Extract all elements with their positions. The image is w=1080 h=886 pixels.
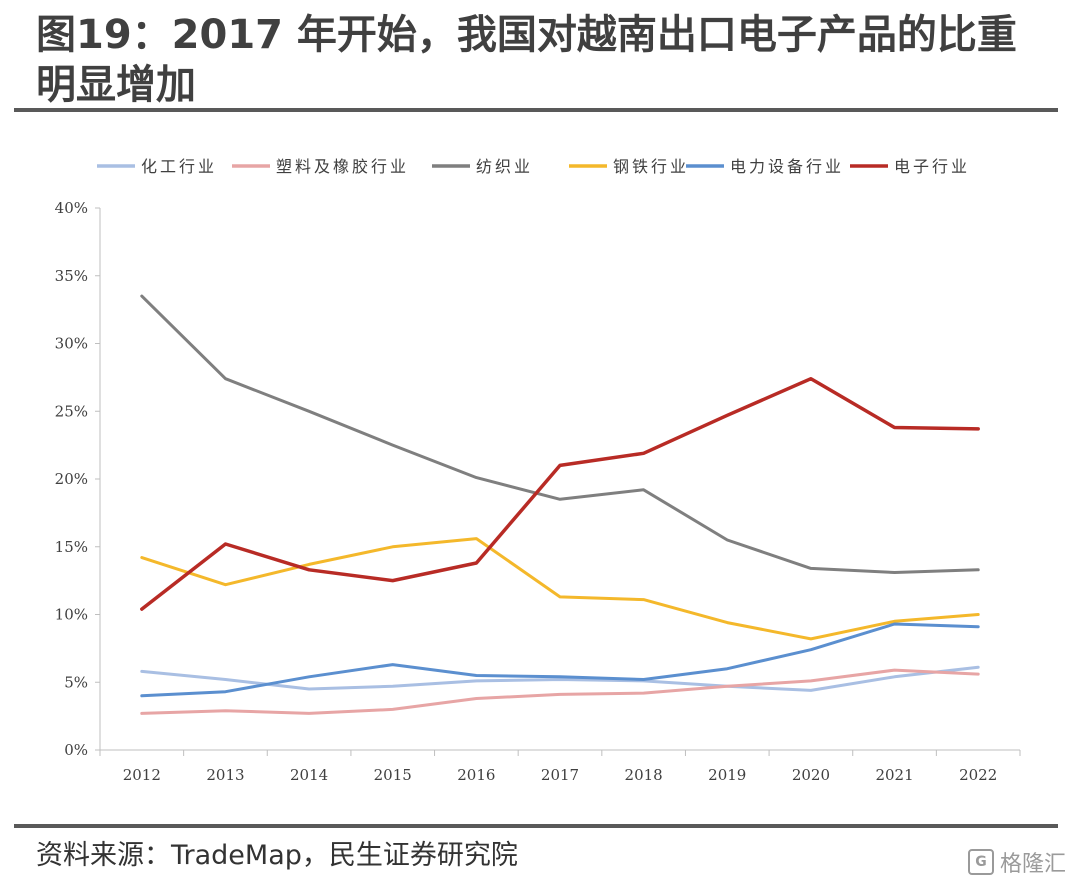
watermark-logo-icon: G (967, 849, 994, 875)
watermark-text: 格隆汇 (999, 852, 1066, 877)
series-line-1 (140, 668, 980, 715)
source-note: 资料来源：TradeMap，民生证券研究院 (36, 840, 518, 871)
series-line-5 (140, 376, 980, 611)
legend-label: 电子行业 (894, 157, 970, 176)
y-tick-label: 30% (55, 335, 88, 353)
x-tick-label: 2017 (541, 766, 579, 784)
x-tick-label: 2016 (457, 766, 495, 784)
chart-legend: 化工行业 塑料及橡胶行业 纺织业 钢铁行业 电力设备行业 电子行业 (97, 157, 970, 176)
x-tick-label: 2022 (959, 766, 997, 784)
legend-label: 钢铁行业 (613, 157, 689, 176)
title-divider (14, 108, 1058, 112)
y-tick-label: 20% (55, 470, 88, 488)
x-tick-label: 2020 (792, 766, 830, 784)
legend-label: 化工行业 (141, 157, 217, 176)
legend-label: 纺织业 (476, 157, 533, 176)
x-tick-label: 2013 (206, 766, 244, 784)
chart-series (140, 294, 980, 715)
line-chart: 化工行业 塑料及橡胶行业 纺织业 钢铁行业 电力设备行业 电子行业 0% 5% 10% 15% 2… (55, 157, 1021, 784)
y-tick-label: 35% (55, 267, 88, 285)
y-tick-label: 25% (55, 402, 88, 420)
legend-label: 电力设备行业 (730, 157, 844, 176)
series-line-3 (140, 537, 980, 641)
x-tick-label: 2018 (625, 766, 663, 784)
x-tick-label: 2015 (374, 766, 412, 784)
x-tick-label: 2014 (290, 766, 328, 784)
series-line-4 (140, 622, 980, 698)
y-tick-label: 5% (64, 673, 88, 691)
series-line-2 (140, 294, 980, 574)
y-tick-label: 15% (55, 538, 88, 556)
y-tick-label: 40% (55, 199, 88, 217)
legend-label: 塑料及橡胶行业 (276, 157, 409, 176)
y-tick-label: 0% (64, 741, 88, 759)
source-divider (14, 824, 1058, 828)
x-tick-label: 2012 (123, 766, 161, 784)
y-tick-label: 10% (55, 606, 88, 624)
chart-axes: 0% 5% 10% 15% 20% 25% 30% 35% 40% 2012 2013 2014 201… (55, 199, 1021, 784)
watermark: G 格隆汇 (967, 846, 1066, 878)
page-title: 图19：2017 年开始，我国对越南出口电子产品的比重明显增加 (36, 12, 1017, 108)
x-tick-label: 2019 (708, 766, 746, 784)
x-tick-label: 2021 (875, 766, 913, 784)
series-line-0 (140, 665, 980, 692)
